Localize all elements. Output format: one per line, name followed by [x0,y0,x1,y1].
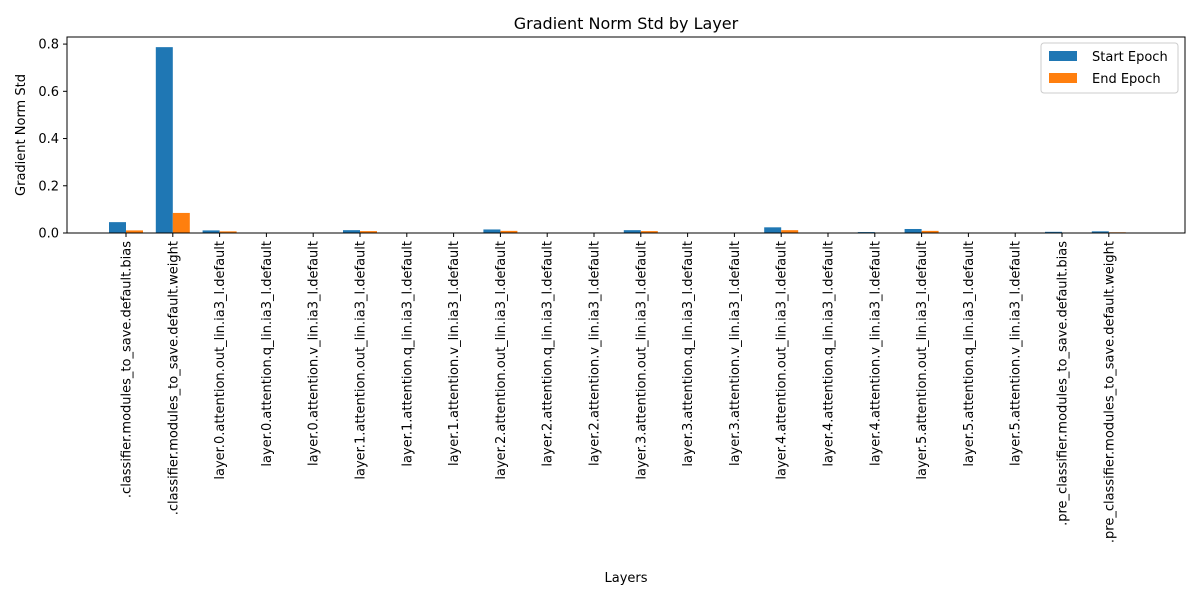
y-axis-label: Gradient Norm Std [14,74,29,196]
bar-start-epoch-0 [109,222,126,233]
x-tick-label: .pre_classifier.modules_to_save.default.… [1056,241,1071,526]
legend-swatch-start-epoch [1049,51,1077,61]
x-tick-label: layer.3.attention.q_lin.ia3_l.default [681,241,696,467]
legend: Start Epoch End Epoch [1041,43,1178,93]
x-tick-label: .pre_classifier.modules_to_save.default.… [1102,241,1117,543]
x-tick-label: layer.2.attention.v_lin.ia3_l.default [588,241,603,466]
bars-group [109,47,1126,233]
x-tick-label: layer.2.attention.q_lin.ia3_l.default [541,241,556,467]
x-tick-label: layer.0.attention.q_lin.ia3_l.default [260,241,275,467]
y-tick-label: 0.0 [38,227,59,242]
x-tick-label: layer.4.attention.q_lin.ia3_l.default [822,241,837,467]
x-tick-label: layer.5.attention.q_lin.ia3_l.default [962,241,977,467]
x-tick-label: layer.1.attention.out_lin.ia3_l.default [354,241,369,480]
y-tick-label: 0.8 [38,38,59,53]
y-axis: 0.0 0.2 0.4 0.6 0.8 [38,38,67,242]
x-tick-label: layer.3.attention.v_lin.ia3_l.default [728,241,743,466]
legend-swatch-end-epoch [1049,73,1077,83]
plot-frame [67,37,1185,233]
bar-start-epoch-17 [905,229,922,233]
legend-label-start-epoch: Start Epoch [1092,50,1168,65]
x-tick-label: layer.4.attention.v_lin.ia3_l.default [868,241,883,466]
x-axis: .classifier.modules_to_save.default.bias… [120,233,1118,543]
x-tick-label: layer.3.attention.out_lin.ia3_l.default [634,241,649,480]
x-axis-label: Layers [604,571,647,586]
bar-start-epoch-1 [156,47,173,233]
x-tick-label: layer.0.attention.v_lin.ia3_l.default [307,241,322,466]
bar-end-epoch-1 [173,213,190,233]
bar-start-epoch-8 [483,229,500,233]
legend-label-end-epoch: End Epoch [1092,72,1161,87]
x-tick-label: layer.1.attention.q_lin.ia3_l.default [400,241,415,467]
y-tick-label: 0.2 [38,179,59,194]
x-tick-label: layer.5.attention.out_lin.ia3_l.default [915,241,930,480]
y-tick-label: 0.6 [38,85,59,100]
y-tick-label: 0.4 [38,132,59,147]
x-tick-label: layer.0.attention.out_lin.ia3_l.default [213,241,228,480]
x-tick-label: layer.2.attention.out_lin.ia3_l.default [494,241,509,480]
bar-start-epoch-14 [764,227,781,233]
x-tick-label: layer.4.attention.out_lin.ia3_l.default [775,241,790,480]
x-tick-label: layer.1.attention.v_lin.ia3_l.default [447,241,462,466]
x-tick-label: .classifier.modules_to_save.default.bias [120,241,135,498]
x-tick-label: layer.5.attention.v_lin.ia3_l.default [1009,241,1024,466]
chart-title: Gradient Norm Std by Layer [514,14,739,33]
x-tick-label: .classifier.modules_to_save.default.weig… [166,241,181,515]
